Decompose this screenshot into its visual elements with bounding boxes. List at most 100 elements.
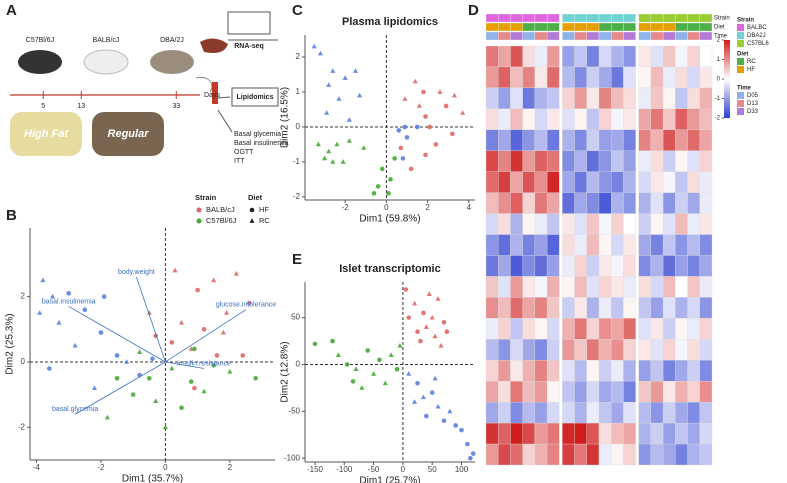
heatmap-cell	[675, 234, 688, 256]
heatmap-cell	[510, 66, 523, 89]
point	[392, 156, 397, 161]
schematic: C57Bl/6J BALB/cJ DBA/2J High Fat Regular…	[10, 11, 289, 165]
heatmap-cell	[485, 443, 499, 466]
measure-label: Basal insulinemia	[234, 140, 289, 147]
heatmap-cell	[534, 45, 548, 68]
heatmap-cell	[687, 129, 700, 151]
heatmap-cell	[574, 443, 587, 466]
heatmap-cell	[534, 129, 548, 151]
point	[468, 455, 473, 461]
heatmap-cell	[510, 192, 523, 214]
heatmap-cell	[586, 318, 600, 340]
heatmap-cell	[650, 234, 664, 256]
point	[312, 341, 318, 347]
point	[421, 89, 426, 95]
heatmap-cell	[699, 443, 713, 466]
heatmap-cell	[699, 422, 713, 445]
heatmap-cell	[623, 192, 636, 214]
point	[357, 92, 363, 98]
heatmap-cell	[598, 150, 612, 172]
heatmap-cell	[586, 401, 600, 424]
heatmap-cell	[598, 276, 612, 298]
y-tick-label: -100	[284, 453, 301, 462]
y-tick-label: -1	[293, 157, 301, 166]
annotation-cell	[611, 22, 624, 32]
heatmap-cell	[485, 66, 499, 89]
point	[427, 124, 432, 130]
heatmap-cell	[498, 87, 511, 110]
annotation-cell	[687, 13, 700, 23]
heatmap-cell	[675, 339, 688, 361]
annotation-cell	[574, 31, 587, 41]
point	[72, 342, 78, 348]
heatmap-cell	[586, 297, 600, 319]
heatmap-cell	[699, 66, 713, 89]
legend-swatch	[737, 40, 744, 47]
heatmap-cell	[687, 66, 700, 89]
point	[150, 356, 155, 362]
heatmap-cell	[522, 213, 536, 235]
x-tick-label: 100	[455, 465, 469, 474]
heatmap-cell	[650, 401, 664, 424]
food-icon	[92, 112, 164, 156]
heatmap-cell	[534, 87, 548, 110]
heatmap-cell	[510, 443, 523, 466]
x-axis-title: Dim1 (35.7%)	[122, 474, 183, 483]
point	[315, 141, 321, 147]
point	[253, 376, 258, 381]
point	[388, 352, 394, 357]
point	[396, 128, 402, 133]
point	[432, 375, 438, 381]
annotation-cell	[623, 13, 636, 23]
heatmap-cell	[586, 171, 600, 193]
timeline-label: 33	[172, 103, 180, 110]
heatmap-cell	[675, 276, 688, 298]
heatmap-cell	[562, 276, 575, 298]
heatmap-cell	[586, 87, 600, 110]
x-tick-label: 4	[467, 203, 472, 212]
heatmap-cell	[574, 234, 587, 256]
heatmap-cell	[650, 66, 664, 89]
annotation-cell	[485, 22, 499, 32]
x-tick-label: -2	[342, 203, 350, 212]
heatmap-cell	[699, 276, 713, 298]
point	[336, 96, 342, 101]
heatmap-cell	[687, 443, 700, 466]
heatmap-cell	[623, 108, 636, 130]
heatmap-cell	[534, 339, 548, 361]
point	[361, 145, 367, 150]
point	[227, 369, 233, 374]
annotation-label: Time	[714, 34, 728, 40]
point	[418, 338, 423, 344]
liver-icon	[200, 38, 228, 53]
heatmap-cell	[611, 192, 624, 214]
heatmap-cell	[687, 401, 700, 424]
point	[98, 330, 104, 335]
heatmap-cell	[687, 381, 700, 403]
diet-label: High Fat	[24, 128, 69, 140]
loading-arrow	[136, 276, 166, 363]
point	[130, 392, 136, 397]
heatmap-cell	[623, 150, 636, 172]
heatmap-cell	[623, 213, 636, 235]
mouse-icon	[150, 50, 194, 74]
point	[114, 353, 120, 358]
legend-label: D13	[747, 101, 759, 107]
heatmap-cell	[562, 381, 575, 403]
point	[47, 366, 52, 371]
heatmap-cell	[485, 381, 499, 403]
heatmap-cell	[534, 213, 548, 235]
point	[438, 342, 444, 348]
y-tick-label: 50	[291, 313, 300, 322]
annotation-cell	[485, 13, 499, 23]
heatmap-cell	[611, 213, 624, 235]
heatmap-cell	[650, 318, 664, 340]
point	[443, 103, 449, 109]
heatmap-cell	[675, 171, 688, 193]
heatmap-cell	[662, 318, 676, 340]
x-tick-label: 0	[401, 465, 406, 474]
annotation-cell	[534, 22, 548, 32]
heatmap-cell	[498, 234, 511, 256]
heatmap-cell	[638, 422, 652, 445]
heatmap-cell	[638, 192, 652, 214]
